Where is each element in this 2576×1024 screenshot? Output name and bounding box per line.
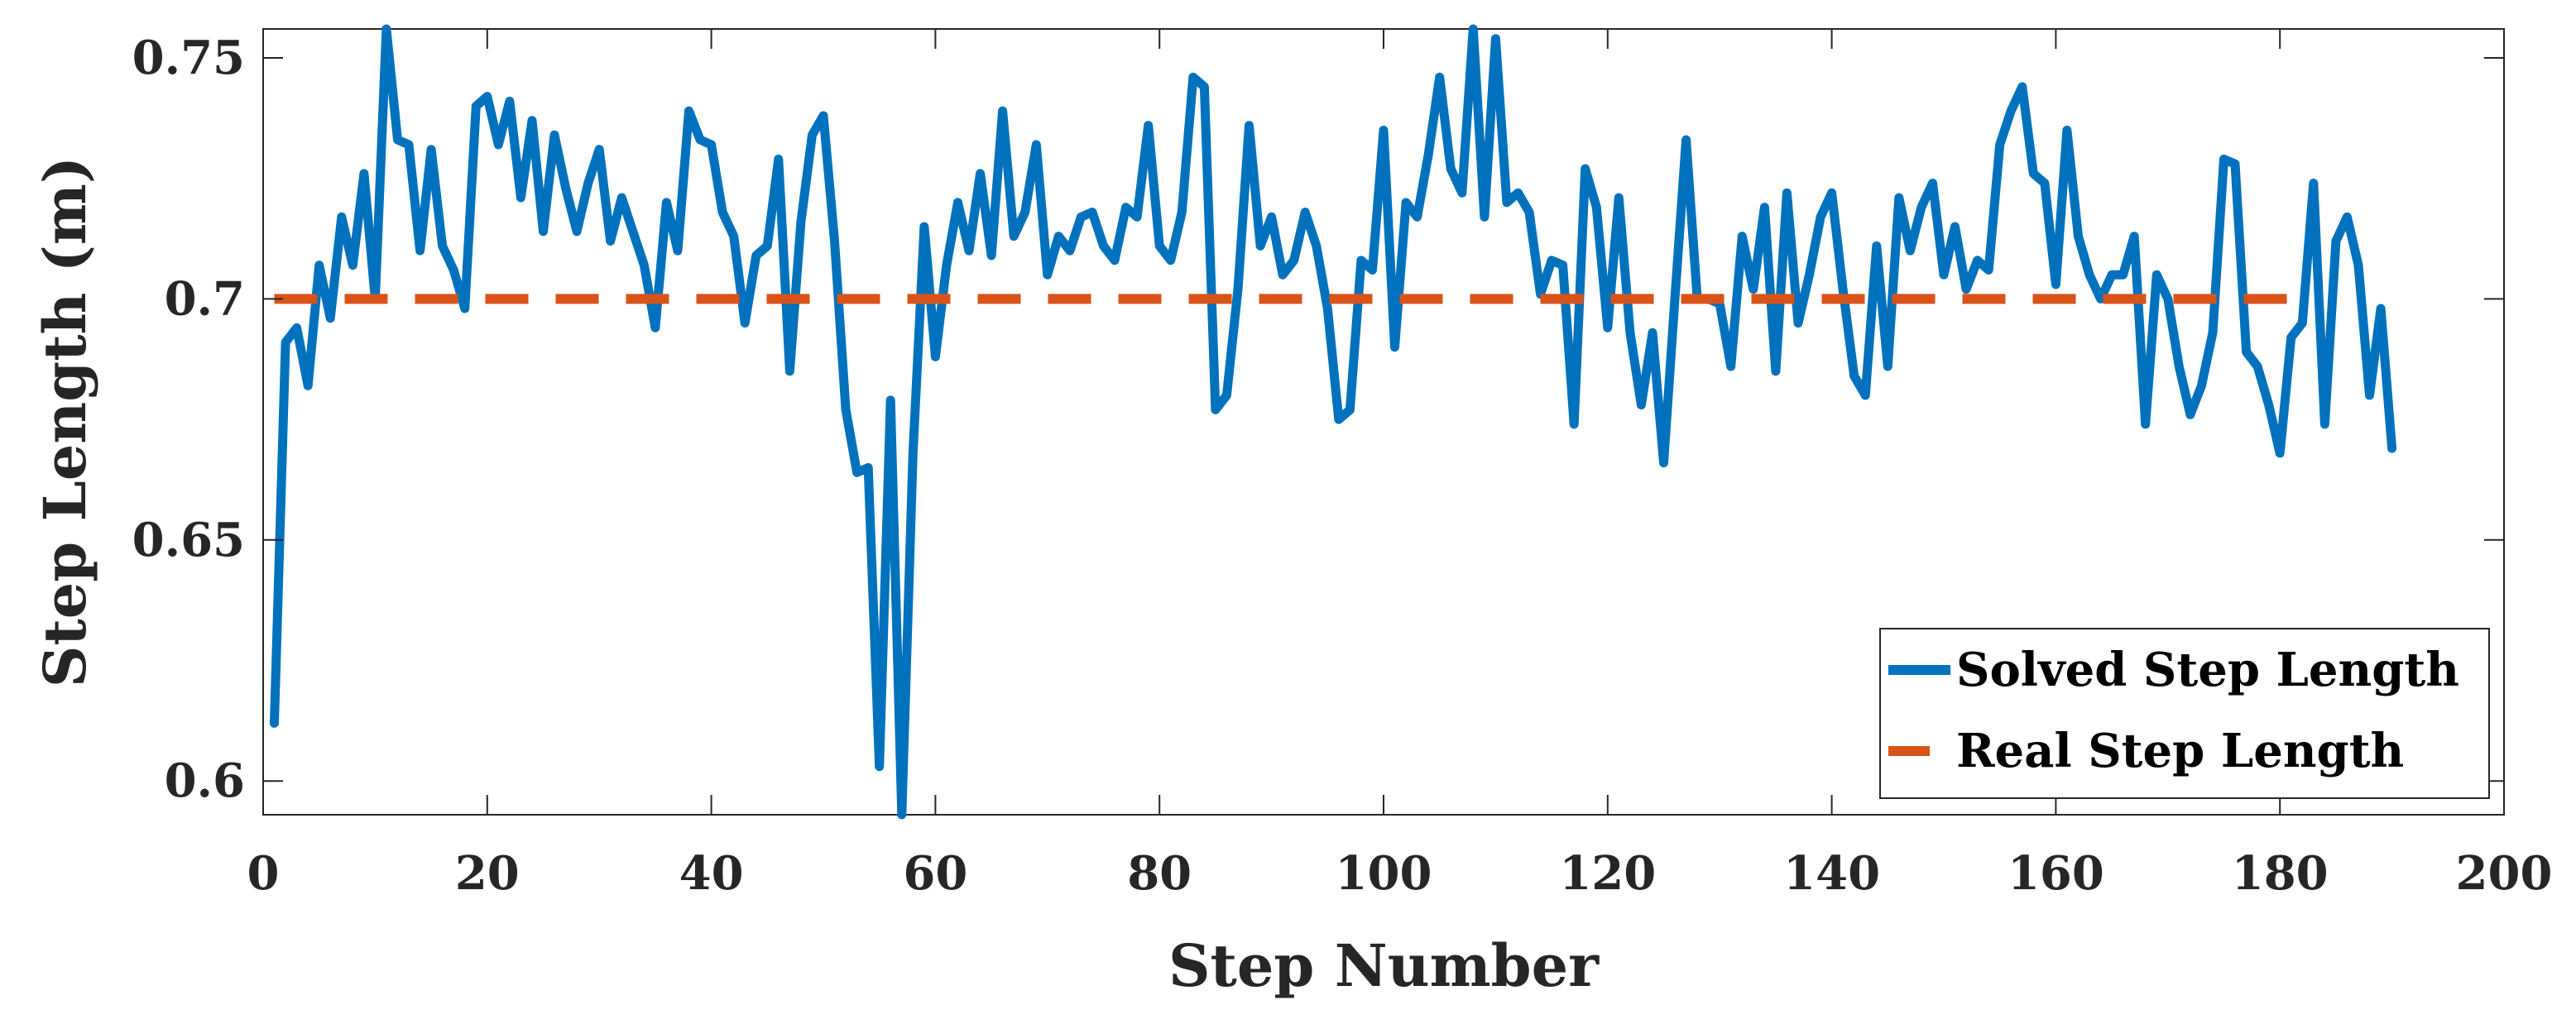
x-tick-label: 120 bbox=[1559, 846, 1656, 901]
x-tick-label: 100 bbox=[1336, 846, 1432, 901]
y-tick-label: 0.6 bbox=[165, 754, 245, 808]
series-layer bbox=[270, 24, 2397, 820]
series-line-solved-step-length bbox=[270, 24, 2397, 820]
legend: Solved Step Length Real Step Length bbox=[1879, 628, 2490, 799]
x-tick-label: 60 bbox=[903, 846, 967, 901]
legend-label-solved-step-length: Solved Step Length bbox=[1956, 643, 2459, 697]
y-tick-label: 0.75 bbox=[132, 31, 245, 85]
x-tick-label: 80 bbox=[1127, 846, 1192, 901]
x-tick-label: 0 bbox=[247, 846, 280, 901]
y-tick-label: 0.7 bbox=[165, 271, 245, 326]
y-axis-title: Step Length (m) bbox=[31, 156, 99, 687]
y-tick-label: 0.65 bbox=[132, 513, 245, 567]
legend-box bbox=[1879, 628, 2490, 799]
legend-label-real-step-length: Real Step Length bbox=[1956, 724, 2404, 778]
x-tick-label: 200 bbox=[2456, 846, 2553, 901]
x-tick-label: 20 bbox=[455, 846, 520, 901]
labels-layer: 0 20 40 60 80 100 120 140 160 180 200 0.6 0.65 0.7 0.7… bbox=[31, 31, 2552, 1000]
x-tick-label: 160 bbox=[2008, 846, 2104, 901]
x-tick-label: 40 bbox=[679, 846, 744, 901]
x-tick-label: 180 bbox=[2232, 846, 2329, 901]
x-tick-label: 140 bbox=[1783, 846, 1880, 901]
x-axis-title: Step Number bbox=[1168, 931, 1600, 1000]
